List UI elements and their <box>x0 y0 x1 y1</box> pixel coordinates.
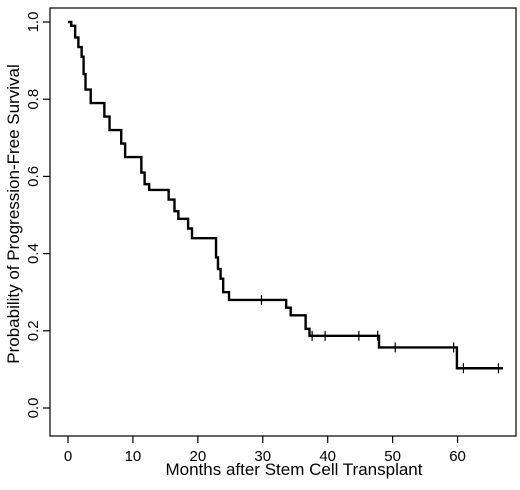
y-tick-label: 1.0 <box>25 12 42 33</box>
x-tick-label: 50 <box>384 448 401 465</box>
censor-marks <box>260 294 500 374</box>
x-tick-label: 10 <box>125 448 142 465</box>
x-tick-label: 60 <box>449 448 466 465</box>
x-tick-label: 30 <box>254 448 271 465</box>
plot-frame <box>49 7 517 437</box>
x-axis-label: Months after Stem Cell Transplant <box>165 460 422 479</box>
survival-step-line <box>68 20 503 370</box>
y-tick-label: 0.4 <box>25 243 42 264</box>
y-tick-label: 0.6 <box>25 166 42 187</box>
y-axis-label: Probability of Progression-Free Survival <box>4 64 23 364</box>
axes <box>49 7 517 437</box>
x-tick-label: 20 <box>190 448 207 465</box>
survival-curve <box>68 20 503 370</box>
y-tick-label: 0.0 <box>25 398 42 419</box>
y-tick-label: 0.8 <box>25 89 42 110</box>
y-tick-label: 0.2 <box>25 320 42 341</box>
axis-ticks: 0 10 20 30 40 50 60 0.0 0.2 0.4 0.6 0.8 1.0 <box>25 12 466 465</box>
x-tick-label: 0 <box>64 448 72 465</box>
x-tick-label: 40 <box>319 448 336 465</box>
